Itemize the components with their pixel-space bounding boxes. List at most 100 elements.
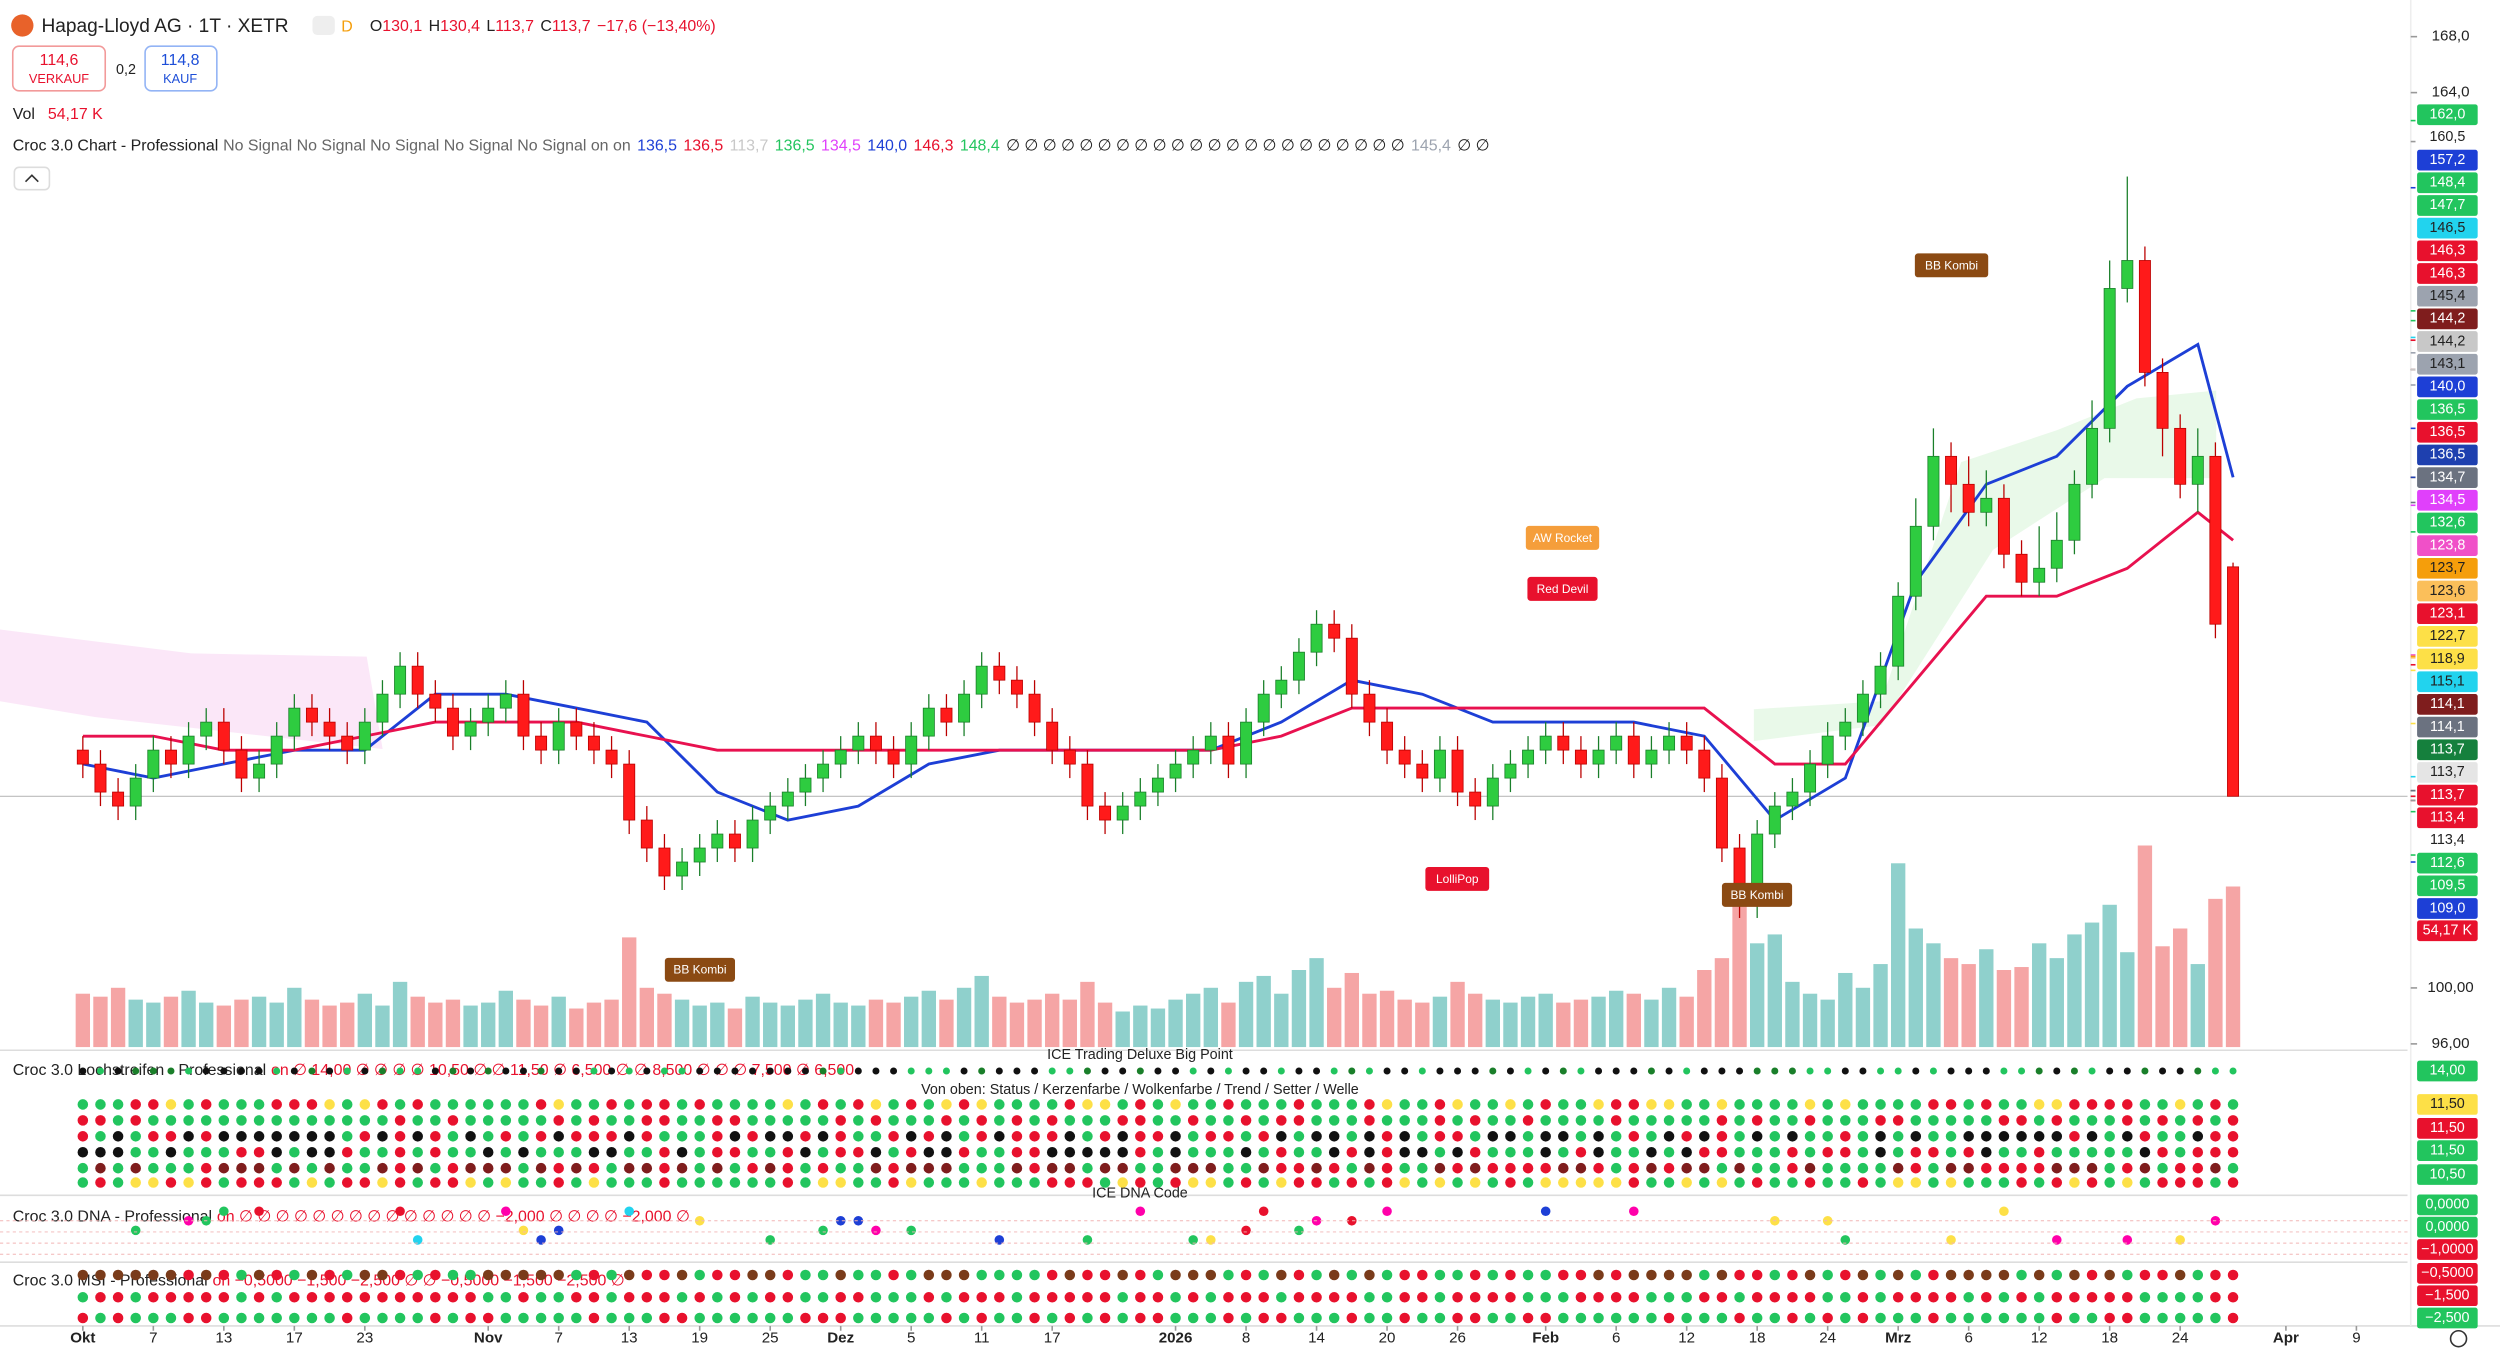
volume-bar [1221, 1002, 1236, 1048]
indicator-dot [2033, 1292, 2045, 1303]
indicator-value: 146,3 [914, 138, 954, 155]
indicator-dot [1152, 1177, 1164, 1188]
indicator-dot [2192, 1312, 2204, 1324]
candle-body [2015, 553, 2028, 583]
candle-body [940, 707, 953, 723]
indicator-dot [641, 1115, 653, 1126]
indicator-dot [1769, 1312, 1781, 1324]
candle-body [570, 721, 583, 737]
indicator-dot [571, 1269, 582, 1281]
indicator-dot [183, 1115, 194, 1126]
y-tick-label: 96,00 [2432, 1035, 2470, 1052]
indicator-dot [817, 1292, 829, 1303]
indicator-dot [1981, 1115, 1992, 1126]
indicator-dot [2227, 1162, 2239, 1174]
indicator-dot [623, 1131, 635, 1142]
indicator-dot [77, 1131, 89, 1142]
candle-body [834, 749, 847, 765]
volume-bar [181, 990, 196, 1048]
indicator-dot [2086, 1292, 2098, 1303]
buy-button[interactable] [144, 45, 218, 92]
indicator-dot [1734, 1312, 1745, 1324]
volume-bar [93, 996, 108, 1048]
candle-body [129, 777, 142, 807]
price-label: 113,7 [2430, 787, 2465, 803]
indicator-dot [1117, 1292, 1128, 1303]
indicator-dot [1575, 1115, 1587, 1126]
indicator-dot [941, 1162, 952, 1174]
indicator-dot [1892, 1099, 1904, 1110]
pane-label-box [2417, 1060, 2478, 1082]
pane-label: 11,50 [2430, 1142, 2465, 1158]
indicator-dot [694, 1292, 705, 1303]
indicator-dot [218, 1146, 230, 1158]
indicator-dot [1892, 1312, 1904, 1324]
indicator-dot [1593, 1099, 1604, 1110]
indicator-dot [941, 1146, 952, 1158]
indicator-dot [1187, 1131, 1199, 1142]
candle-body [464, 721, 477, 737]
indicator-dot [482, 1269, 494, 1281]
indicator-dot [183, 1312, 194, 1324]
indicator-dot [1417, 1115, 1428, 1126]
indicator-dot [482, 1292, 494, 1303]
indicator-dot [800, 1099, 811, 1110]
indicator-dot [1136, 1067, 1144, 1075]
indicator-dot [465, 1292, 476, 1303]
indicator-dot [1258, 1162, 1269, 1174]
candle-body [1275, 679, 1288, 695]
indicator-dot [148, 1269, 159, 1281]
candle-body [147, 749, 160, 779]
volume-bar [1027, 999, 1042, 1048]
indicator-dot [1522, 1312, 1534, 1324]
indicator-dot [1822, 1131, 1833, 1142]
settings-icon[interactable] [2449, 1329, 2468, 1348]
indicator-dot [341, 1177, 353, 1188]
price-label: 157,2 [2429, 152, 2465, 168]
indicator-dot [817, 1099, 829, 1110]
indicator-dot [1117, 1146, 1128, 1158]
candle-body [1945, 455, 1958, 485]
dna-dot [818, 1225, 828, 1236]
x-tick-label: 5 [907, 1330, 915, 1347]
indicator-dot [835, 1269, 846, 1281]
indicator-dot [1205, 1162, 1217, 1174]
indicator-dot [641, 1131, 653, 1142]
indicator-dot [800, 1131, 811, 1142]
indicator-dot [377, 1162, 388, 1174]
indicator-dot [1665, 1067, 1673, 1075]
indicator-dot [148, 1312, 159, 1324]
menu[interactable] [312, 15, 335, 36]
pane-name: Croc 3.0 DNA - Professional [13, 1209, 212, 1226]
candle-body [1874, 665, 1887, 695]
indicator-dot [888, 1312, 899, 1324]
indicator-dot [817, 1177, 829, 1188]
indicator-dot [1505, 1177, 1516, 1188]
price-label-box [2417, 149, 2478, 171]
indicator-dot [1505, 1162, 1516, 1174]
indicator-dot [359, 1099, 371, 1110]
indicator-dot [1348, 1067, 1356, 1075]
indicator-dot [165, 1177, 177, 1188]
indicator-dot [218, 1162, 230, 1174]
candle-body [1504, 763, 1517, 779]
indicator-dot [482, 1099, 494, 1110]
indicator-dot [236, 1162, 247, 1174]
indicator-dot [1328, 1292, 1340, 1303]
indicator-dot [1152, 1131, 1164, 1142]
indicator-dot [1029, 1146, 1040, 1158]
volume-bar [2031, 943, 2047, 1048]
indicator-dot [1840, 1312, 1851, 1324]
indicator-dot [1152, 1312, 1164, 1324]
indicator-value: 113,7 [730, 138, 769, 155]
indicator-dot [518, 1162, 529, 1174]
price-label: 162,0 [2429, 107, 2465, 123]
indicator-dot [535, 1115, 547, 1126]
dna-dot [1294, 1225, 1304, 1236]
sell-button[interactable] [11, 45, 107, 92]
collapse-button[interactable] [13, 166, 51, 191]
indicator-dot [1610, 1162, 1622, 1174]
indicator-dot [2139, 1177, 2151, 1188]
volume-bar [710, 1002, 725, 1048]
indicator-dot [112, 1292, 124, 1303]
